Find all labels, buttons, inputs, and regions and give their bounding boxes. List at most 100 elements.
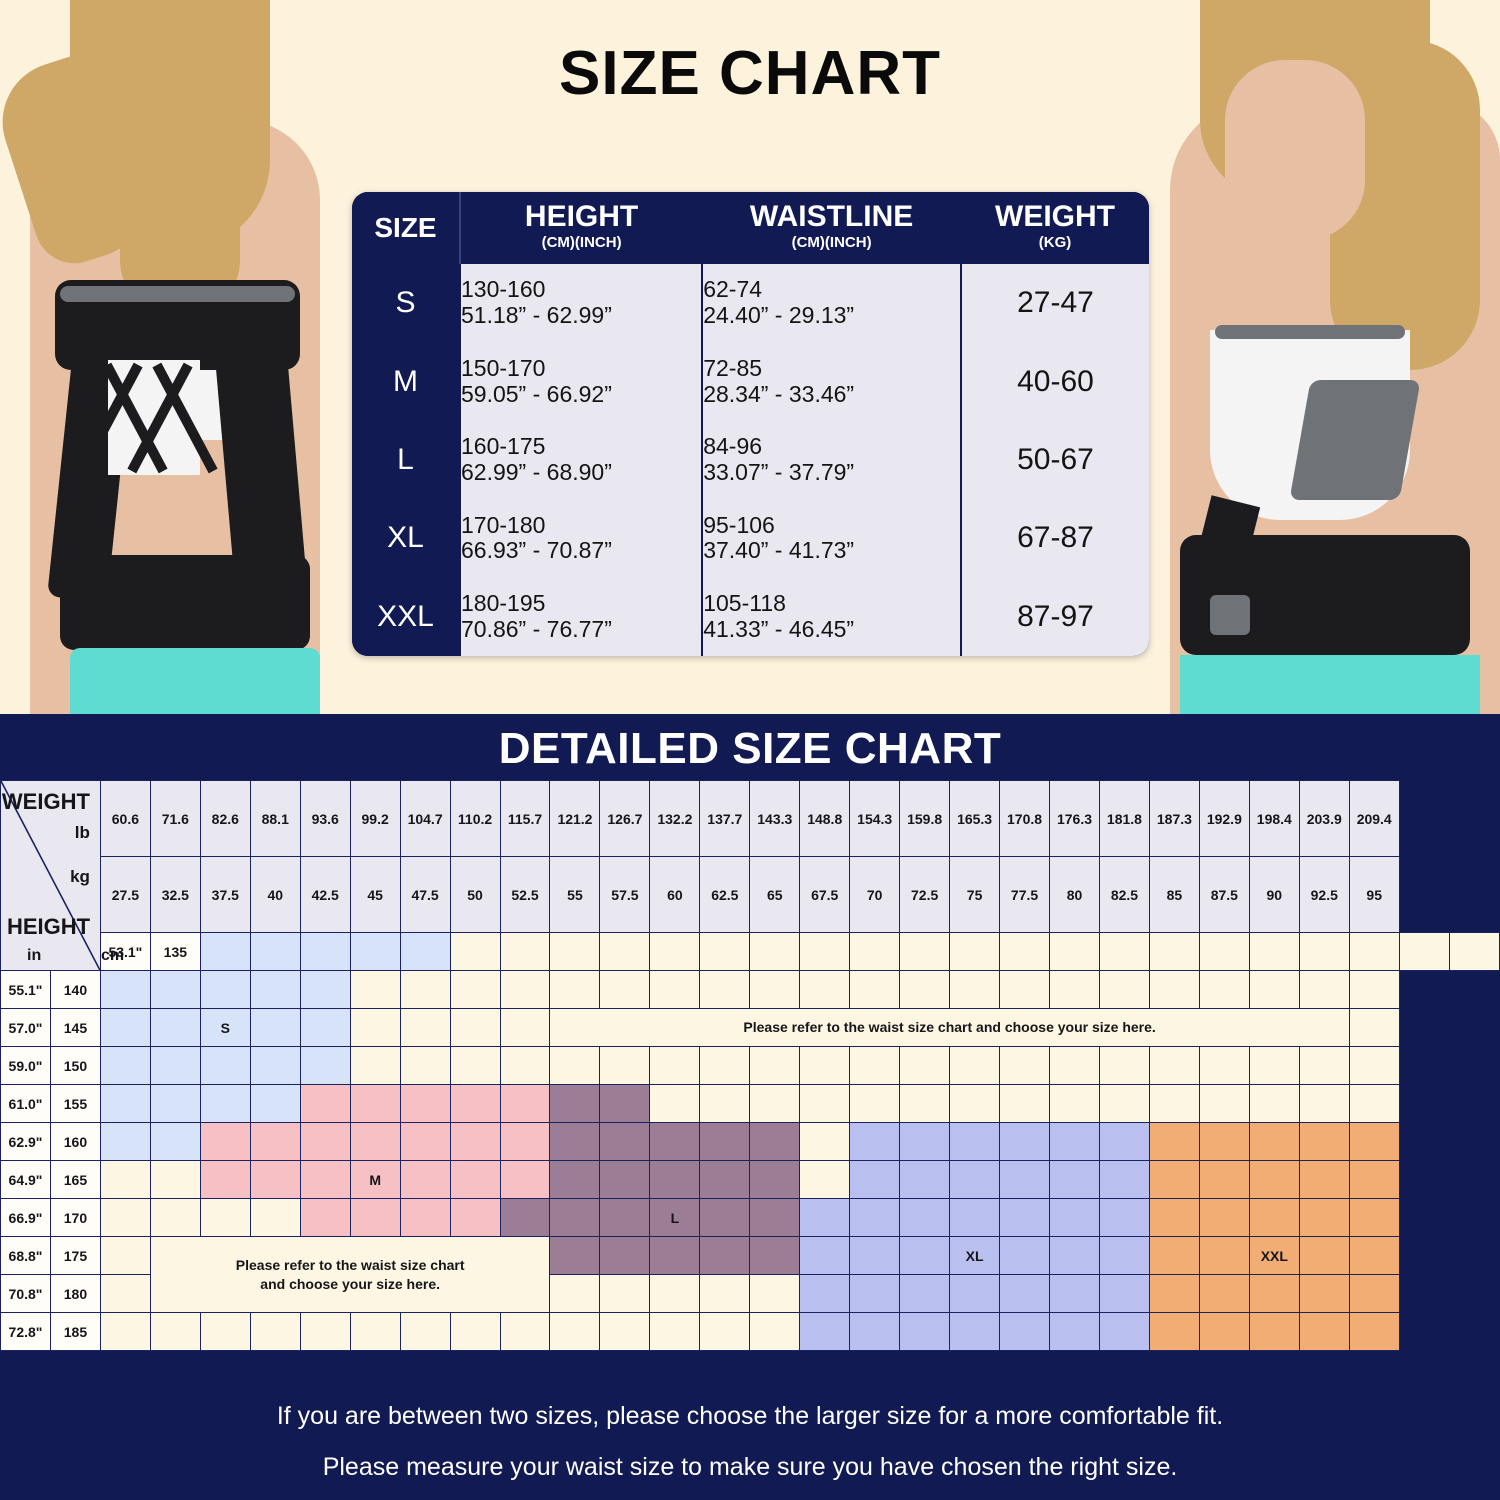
- matrix-cell: [1098, 1236, 1150, 1275]
- weight-lb-header: 165.3: [949, 780, 1001, 857]
- matrix-cell: [99, 970, 151, 1009]
- matrix-cell: [299, 1046, 351, 1085]
- matrix-row: 62.9" 160: [0, 1122, 1500, 1161]
- matrix-cell: [599, 1274, 651, 1313]
- matrix-cell: [349, 1122, 401, 1161]
- matrix-cell: [649, 970, 701, 1009]
- matrix-cell: [999, 1312, 1051, 1351]
- matrix-cell: [899, 1122, 951, 1161]
- matrix-cell: [1148, 932, 1200, 971]
- matrix-cell: [949, 970, 1001, 1009]
- weight-kg-header: 45: [349, 856, 401, 933]
- height-in-label: 64.9": [0, 1160, 51, 1199]
- matrix-cell: [1248, 1084, 1300, 1123]
- matrix-cell: [799, 1198, 851, 1237]
- matrix-cell: [949, 1160, 1001, 1199]
- matrix-cell: [299, 1198, 351, 1237]
- matrix-cell: [599, 1122, 651, 1161]
- weight-lb-header: 82.6: [199, 780, 251, 857]
- matrix-row: 72.8" 185: [0, 1312, 1500, 1351]
- height-cm-label: 165: [49, 1160, 101, 1199]
- matrix-cell: [349, 1008, 401, 1047]
- matrix-cell: [1248, 932, 1300, 971]
- weight-kg-header: 72.5: [899, 856, 951, 933]
- matrix-cell: [1248, 1274, 1300, 1313]
- height-cm-label: 185: [49, 1312, 101, 1351]
- matrix-cell: [699, 1084, 751, 1123]
- matrix-cell: [1348, 1160, 1400, 1199]
- matrix-cell: [1148, 1312, 1200, 1351]
- matrix-cell: [899, 1084, 951, 1123]
- matrix-cell: [949, 1198, 1001, 1237]
- matrix-cell: [399, 1122, 451, 1161]
- weight-kg-header: 37.5: [199, 856, 251, 933]
- matrix-cell: [549, 1160, 601, 1199]
- matrix-cell: [649, 1274, 701, 1313]
- matrix-cell: [1298, 1122, 1350, 1161]
- footer-line-2: Please measure your waist size to make s…: [322, 1453, 1178, 1481]
- weight-kg-header: 77.5: [999, 856, 1051, 933]
- matrix-row: 61.0" 155: [0, 1084, 1500, 1123]
- matrix-cell: [99, 1274, 151, 1313]
- matrix-cell: [1148, 1274, 1200, 1313]
- height-in-label: 53.1": [99, 932, 151, 971]
- matrix-cell: [149, 1084, 201, 1123]
- cell-size: XXL: [352, 577, 460, 656]
- matrix-cell: [399, 1084, 451, 1123]
- matrix-cell: [249, 1046, 301, 1085]
- cell-weight: 67-87: [960, 499, 1149, 578]
- matrix-cell: [299, 932, 351, 971]
- weight-kg-header: 87.5: [1198, 856, 1250, 933]
- matrix-cell: [1148, 1084, 1200, 1123]
- matrix-cell: [949, 1084, 1001, 1123]
- matrix-cell: [849, 1312, 901, 1351]
- matrix-cell: [1049, 1312, 1100, 1351]
- matrix-cell: [649, 1236, 701, 1275]
- matrix-cell: [1049, 1160, 1100, 1199]
- weight-kg-header: 70: [849, 856, 901, 933]
- weight-kg-header: 57.5: [599, 856, 651, 933]
- matrix-row: 55.1" 140: [0, 970, 1500, 1009]
- matrix-row: 57.0" 145 S Please refer to the waist size …: [0, 1008, 1500, 1047]
- cell-height: 130-160 51.18” - 62.99”: [458, 264, 703, 343]
- cell-weight: 27-47: [960, 264, 1149, 343]
- matrix-cell: [249, 1008, 301, 1047]
- cell-size: L: [352, 420, 460, 500]
- matrix-cell: [1148, 970, 1200, 1009]
- matrix-row: 66.9" 170 L: [0, 1198, 1500, 1237]
- matrix-cell: [349, 932, 401, 971]
- matrix-cell: [399, 1008, 451, 1047]
- matrix-cell: [599, 1198, 651, 1237]
- matrix-cell: [1198, 1236, 1250, 1275]
- weight-lb-header: 154.3: [849, 780, 901, 857]
- matrix-cell: [899, 1236, 951, 1275]
- matrix-cell: [1298, 1084, 1350, 1123]
- matrix-cell: [499, 1160, 551, 1199]
- footer-line-1: If you are between two sizes, please cho…: [276, 1402, 1224, 1430]
- matrix-cell: [1298, 1236, 1350, 1275]
- weight-kg-header: 60: [649, 856, 701, 933]
- matrix-cell: [399, 1046, 451, 1085]
- matrix-cell: [849, 1274, 901, 1313]
- matrix-cell: [749, 1084, 801, 1123]
- page-title: SIZE CHART: [559, 39, 941, 108]
- matrix-cell: [699, 1236, 751, 1275]
- weight-kg-header: 47.5: [399, 856, 451, 933]
- matrix-cell: [449, 1122, 501, 1161]
- matrix-cell: [199, 932, 251, 971]
- matrix-cell: [599, 1084, 651, 1123]
- matrix-cell: [149, 970, 201, 1009]
- matrix-cell: [1348, 1198, 1400, 1237]
- matrix-row: 53.1" 135: [1, 932, 1500, 971]
- matrix-cell: [1348, 1046, 1400, 1085]
- matrix-cell: [449, 1084, 501, 1123]
- matrix-cell: [149, 1046, 201, 1085]
- weight-kg-header: 62.5: [699, 856, 751, 933]
- matrix-cell: [1348, 1236, 1400, 1275]
- weight-lb-header: 132.2: [649, 780, 701, 857]
- matrix-cell: [999, 1084, 1051, 1123]
- matrix-cell: [699, 932, 751, 971]
- matrix-cell: [699, 1312, 751, 1351]
- matrix-cell: [599, 970, 651, 1009]
- matrix-cell: [349, 1046, 401, 1085]
